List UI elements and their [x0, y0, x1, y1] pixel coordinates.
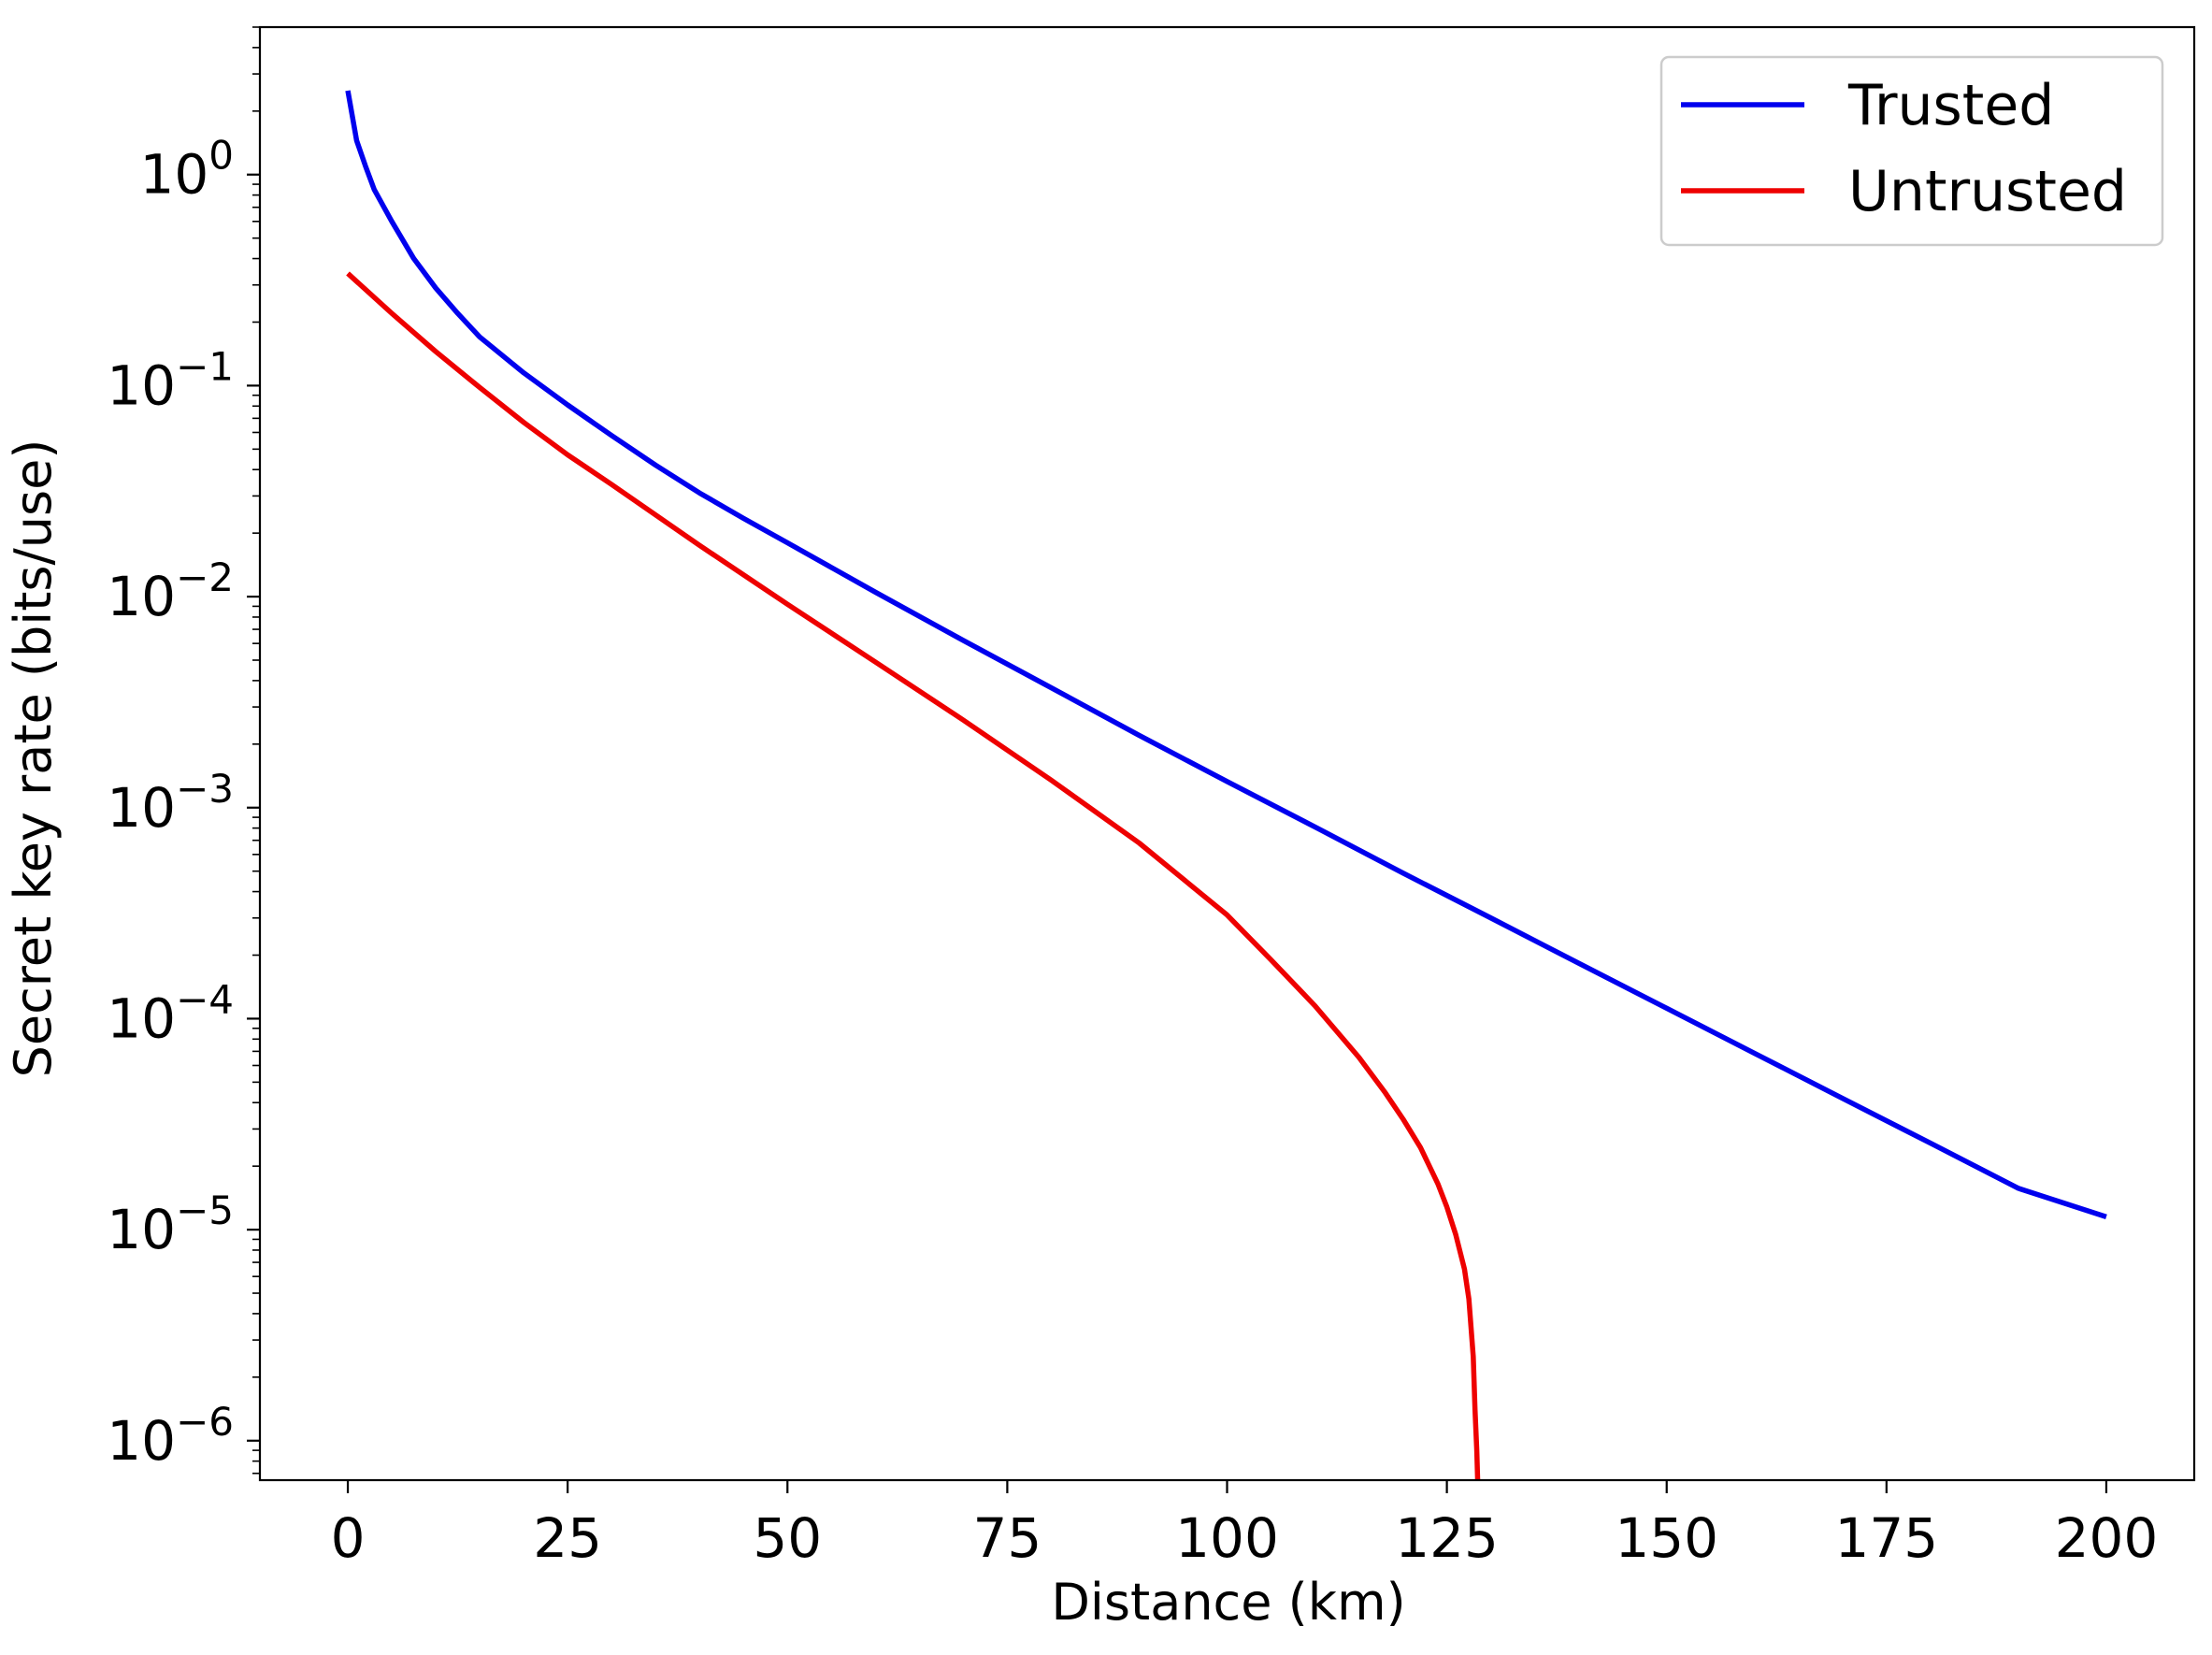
series-line-untrusted [346, 271, 1481, 1481]
x-tick-label: 150 [1615, 1506, 1718, 1570]
x-tick-label: 75 [972, 1506, 1041, 1570]
x-tick-label: 125 [1395, 1506, 1499, 1570]
major-ticks [247, 173, 2108, 1493]
plot-area-frame [258, 25, 2196, 1482]
x-tick-label: 50 [753, 1506, 822, 1570]
x-tick-labels: 0 25 50 75 100 125 150 175 200 [331, 1506, 2159, 1570]
y-tick-labels: 100 10−1 10−2 10−3 10−4 10−5 10−6 [107, 133, 234, 1473]
y-tick-label: 10−6 [107, 1399, 234, 1473]
y-tick-label: 10−1 [107, 343, 234, 417]
y-tick-label: 10−5 [107, 1187, 234, 1261]
minor-ticks [252, 26, 260, 1475]
x-tick-label: 0 [331, 1506, 366, 1570]
y-tick-label: 100 [139, 133, 234, 207]
x-tick-label: 100 [1175, 1506, 1279, 1570]
x-tick-label: 200 [2055, 1506, 2159, 1570]
y-tick-label: 10−4 [107, 976, 234, 1050]
y-tick-label: 10−3 [107, 766, 234, 840]
legend-label-trusted: Trusted [1847, 73, 2054, 138]
x-tick-label: 25 [533, 1506, 602, 1570]
series-line-trusted [345, 90, 2107, 1220]
x-tick-label: 175 [1834, 1506, 1938, 1570]
legend[interactable]: Trusted Untrusted [1659, 55, 2164, 247]
y-tick-label: 10−2 [107, 554, 234, 628]
legend-label-untrusted: Untrusted [1848, 159, 2127, 224]
x-axis-label: Distance (km) [1051, 1573, 1405, 1632]
series-group [345, 90, 2107, 1481]
y-axis-label: Secret key rate (bits/use) [4, 439, 63, 1078]
